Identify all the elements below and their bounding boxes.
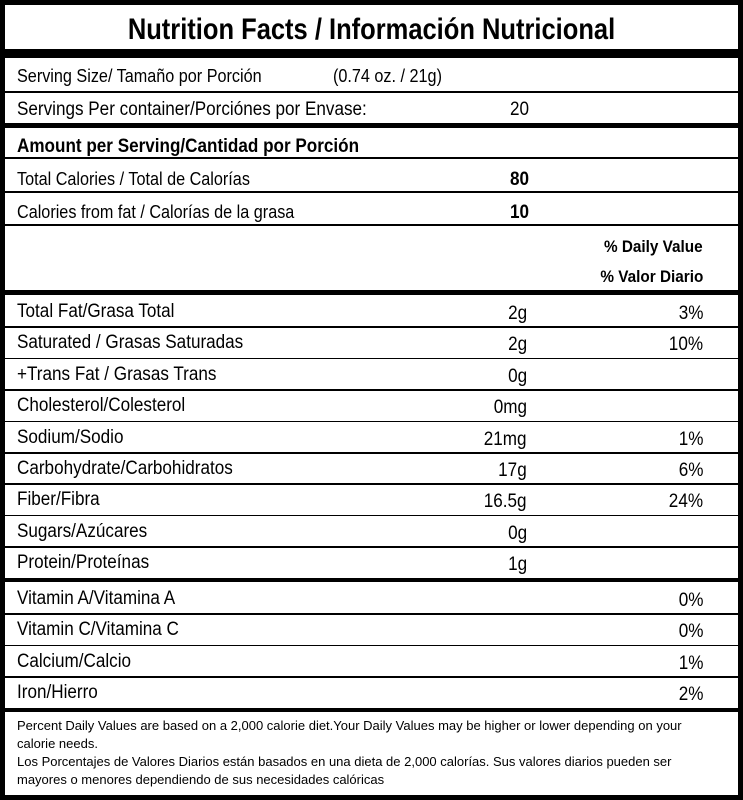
vitamin-name: Vitamin A/Vitamina A <box>17 587 176 609</box>
nutrient-name: Fiber/Fibra <box>17 489 100 511</box>
footnote: Percent Daily Values are based on a 2,00… <box>17 717 723 789</box>
thick-rule <box>5 123 738 128</box>
vitamin-name: Iron/Hierro <box>17 682 98 704</box>
dv-header: % Valor Diario <box>600 267 703 286</box>
rule <box>5 676 738 678</box>
serving-size-value: (0.74 oz. / 21g) <box>333 66 442 86</box>
nutrient-dv: 6% <box>678 460 703 481</box>
rule <box>5 91 738 93</box>
nutrient-amount: 0g <box>507 522 527 544</box>
rule <box>5 420 738 423</box>
calories-value: 80 <box>510 169 530 190</box>
rule <box>5 546 738 548</box>
title: Nutrition Facts / Información Nutriciona… <box>127 13 616 46</box>
rule <box>5 613 738 615</box>
calories-label: Calories from fat / Calorías de la grasa <box>17 202 295 222</box>
rule <box>5 577 738 582</box>
nutrient-name: Sugars/Azúcares <box>17 520 148 542</box>
thick-rule <box>5 49 738 58</box>
nutrient-name: Total Fat/Grasa Total <box>17 301 175 322</box>
vitamin-name: Vitamin C/Vitamina C <box>17 619 179 641</box>
rule <box>5 483 738 485</box>
vitamin-dv: 0% <box>678 589 703 611</box>
footnote-text: Percent Daily Values are based on a 2,00… <box>17 718 682 751</box>
nutrient-amount: 2g <box>507 303 527 324</box>
rule <box>5 357 738 360</box>
nutrient-name: Cholesterol/Colesterol <box>17 395 186 417</box>
vitamin-dv: 1% <box>678 652 703 674</box>
rule <box>5 326 738 328</box>
footnote-text: Los Porcentajes de Valores Diarios están… <box>17 754 672 787</box>
servings-value: 20 <box>510 99 530 120</box>
rule <box>5 452 738 454</box>
nutrient-amount: 16.5g <box>484 491 527 513</box>
nutrient-amount: 1g <box>507 554 527 576</box>
calories-label: Total Calories / Total de Calorías <box>17 169 250 189</box>
nutrient-amount: 21mg <box>484 428 527 450</box>
nutrient-name: Saturated / Grasas Saturadas <box>17 332 244 354</box>
nutrient-name: Carbohydrate/Carbohidratos <box>17 458 233 479</box>
dv-header: % Daily Value <box>604 237 703 256</box>
calories-value: 10 <box>510 202 530 223</box>
rule <box>5 224 738 226</box>
nutrient-amount: 0g <box>507 365 527 387</box>
vitamin-name: Calcium/Calcio <box>17 650 132 672</box>
nutrient-amount: 0mg <box>493 397 527 419</box>
rule <box>5 644 738 647</box>
nutrient-amount: 2g <box>507 334 527 356</box>
nutrient-name: Protein/Proteínas <box>17 552 150 574</box>
rule <box>5 290 738 295</box>
nutrient-dv: 1% <box>678 428 703 450</box>
rule <box>5 389 738 391</box>
rule <box>5 707 738 712</box>
nutrient-dv: 24% <box>668 491 703 513</box>
nutrient-dv: 3% <box>678 303 703 324</box>
rule <box>5 191 738 193</box>
nutrient-name: +Trans Fat / Grasas Trans <box>17 363 217 385</box>
nutrient-name: Sodium/Sodio <box>17 426 124 448</box>
rule <box>5 514 738 517</box>
vitamin-dv: 2% <box>678 684 703 706</box>
nutrient-dv: 10% <box>668 334 703 356</box>
serving-size-label: Serving Size/ Tamaño por Porción <box>17 66 262 86</box>
nutrient-amount: 17g <box>498 460 527 481</box>
rule <box>5 157 738 159</box>
vitamin-dv: 0% <box>678 621 703 643</box>
amount-header: Amount per Serving/Cantidad por Porción <box>17 136 360 157</box>
servings-label: Servings Per container/Porciónes por Env… <box>17 99 367 120</box>
